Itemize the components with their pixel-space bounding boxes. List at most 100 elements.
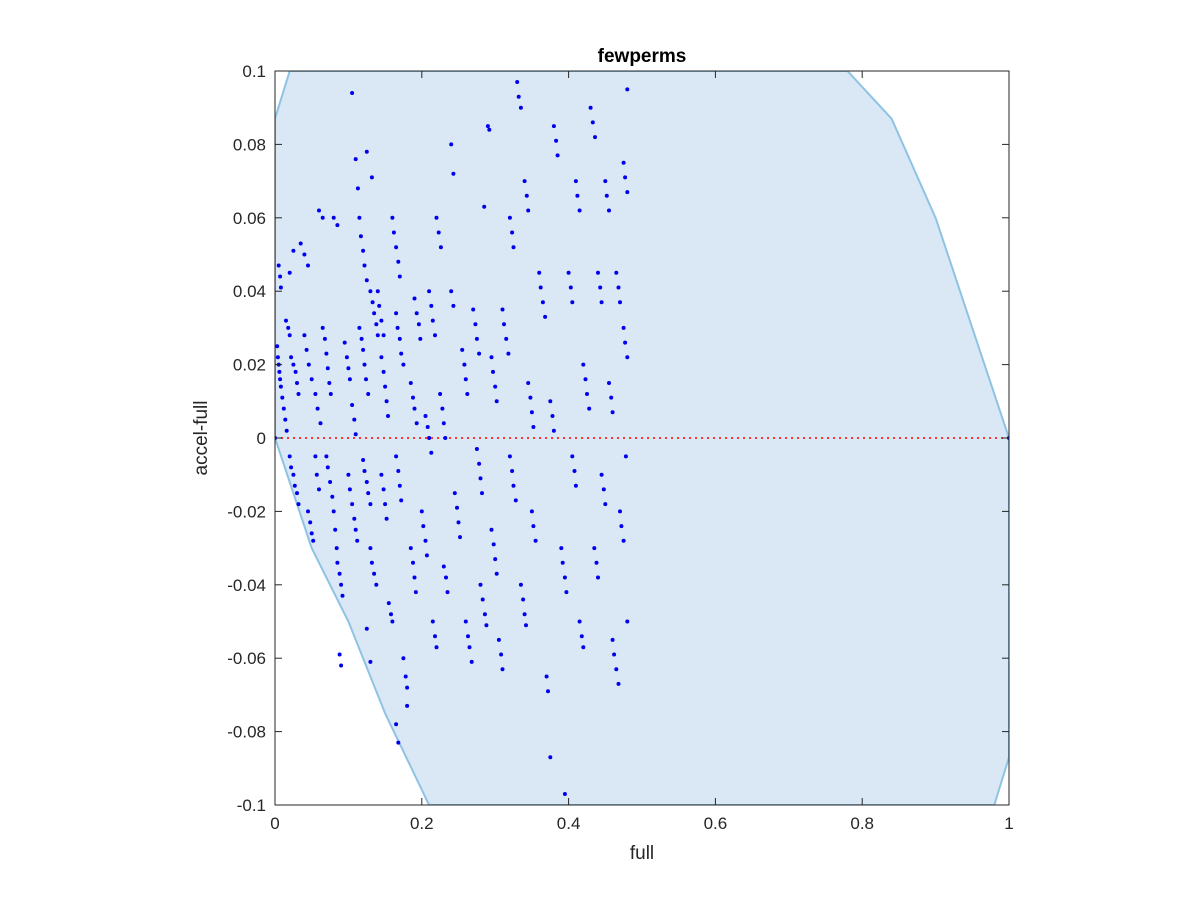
data-point [278,274,283,279]
data-point [353,157,358,162]
data-point [621,325,626,330]
data-point [522,612,527,617]
data-point [480,491,484,496]
data-point [291,362,296,367]
data-point [506,351,511,356]
data-point [466,634,470,639]
data-point [471,307,476,312]
data-point [478,476,483,481]
data-point [568,285,573,290]
data-point [320,215,325,220]
data-point [516,94,521,99]
data-point [604,193,609,198]
y-tick-label: -0.02 [227,502,266,521]
data-point [592,546,597,551]
data-point [361,248,366,253]
data-point [364,377,368,382]
data-point [324,454,329,459]
data-point [280,395,285,400]
data-point [377,303,382,308]
data-point [381,333,386,338]
data-point [287,454,292,459]
data-point [477,461,482,466]
data-point [596,575,600,580]
data-point [537,270,542,275]
data-point [358,234,363,239]
data-point [333,527,338,532]
data-point [391,230,396,235]
data-point [287,333,292,338]
data-point [325,465,330,470]
data-point [408,546,413,551]
data-point [510,469,515,473]
data-point [546,689,550,694]
data-point [346,472,351,477]
data-point [379,355,384,360]
data-point [298,241,303,246]
data-point [403,674,408,679]
data-point [375,289,380,294]
data-point [362,263,367,268]
data-point [491,369,495,374]
data-point [491,542,496,547]
data-point [504,336,509,341]
data-point [462,362,467,367]
data-point [379,472,384,477]
data-point [355,186,360,191]
data-point [425,425,430,429]
data-point [621,160,626,165]
data-point [306,263,310,268]
data-point [607,208,611,213]
data-point [295,381,299,385]
data-point [342,340,347,345]
data-point [623,454,628,459]
data-point [302,252,307,257]
data-point [295,491,299,496]
data-point [381,369,386,374]
data-point [429,303,434,308]
data-point [441,564,446,569]
data-point [291,472,296,477]
data-point [372,571,377,576]
data-point [421,524,426,529]
data-point [275,344,280,349]
data-point [350,502,355,507]
data-point [625,619,630,624]
data-point [482,612,487,617]
data-point [328,392,333,396]
data-point [416,322,421,327]
data-point [419,509,424,514]
data-point [423,414,428,418]
data-point [344,355,349,360]
data-point [381,487,386,492]
data-point [484,623,489,628]
data-point [465,392,470,396]
data-point [560,560,565,565]
data-point [522,179,527,184]
data-point [328,480,333,484]
data-point [277,369,282,374]
data-point [496,637,501,642]
data-point [364,480,369,484]
data-point [482,204,487,209]
data-point [396,469,401,473]
data-point [408,381,413,385]
x-axis-label: full [630,843,654,864]
data-point [384,399,389,404]
data-point [438,245,443,250]
data-point [296,502,301,507]
data-point [548,755,553,760]
data-point [614,667,619,672]
data-point [296,392,301,396]
data-point [474,447,479,451]
data-point [291,248,296,253]
data-point [441,421,446,426]
y-tick-label: 0.04 [233,282,266,301]
data-point [331,509,336,514]
data-point [317,487,321,492]
data-point [511,245,516,250]
x-tick-label: 0.8 [850,814,874,833]
data-point [347,487,352,492]
data-point [331,215,336,220]
